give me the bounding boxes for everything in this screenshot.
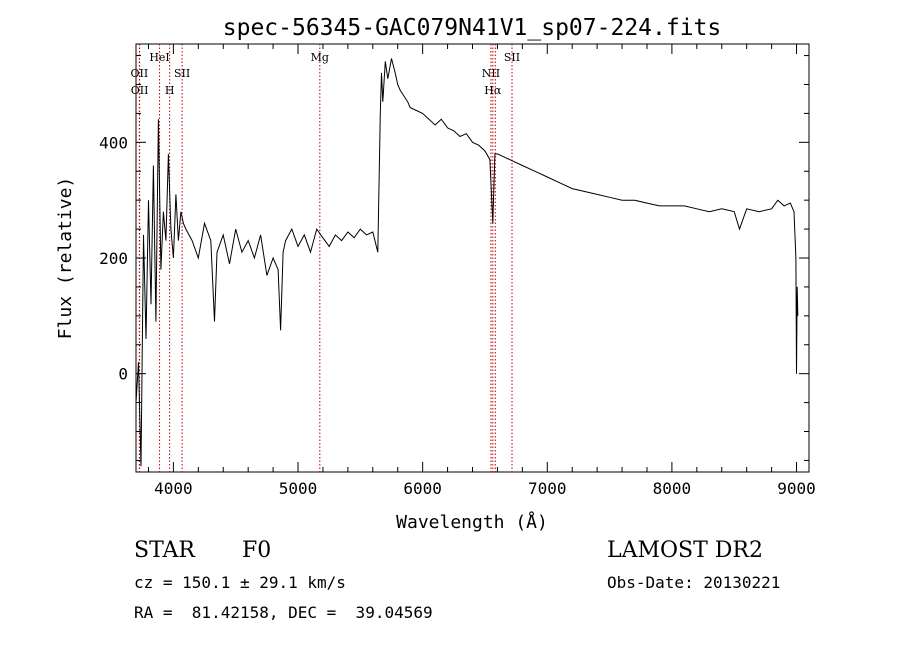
plot-frame xyxy=(135,43,810,473)
x-tick-label: 9000 xyxy=(777,479,816,498)
line-marker-label: SII xyxy=(504,51,520,64)
line-marker-label: NII xyxy=(482,67,500,80)
coordinates-text: RA = 81.42158, DEC = 39.04569 xyxy=(134,603,433,622)
survey-label: LAMOST DR2 xyxy=(607,538,763,563)
line-marker-label: Mg xyxy=(311,51,329,64)
object-class: STAR xyxy=(134,538,195,563)
x-axis-label: Wavelength (Å) xyxy=(396,511,548,533)
y-tick-label: 400 xyxy=(99,133,128,152)
line-marker-label: SII xyxy=(174,67,190,80)
x-tick-label: 5000 xyxy=(279,479,318,498)
y-axis-label: Flux (relative) xyxy=(55,177,76,340)
x-tick-label: 8000 xyxy=(653,479,692,498)
x-tick-label: 6000 xyxy=(403,479,442,498)
x-tick-label: 7000 xyxy=(528,479,567,498)
line-marker-label: Hα xyxy=(484,84,502,97)
y-tick-label: 0 xyxy=(118,365,128,384)
x-axis-ticks: 4000 5000 6000 7000 8000 9000 xyxy=(147,44,816,498)
redshift-text: cz = 150.1 ± 29.1 km/s xyxy=(134,573,346,592)
object-subclass: F0 xyxy=(242,538,272,563)
line-marker-label: HeI xyxy=(149,51,169,64)
line-marker-label: H xyxy=(165,84,175,97)
chart-title: spec-56345-GAC079N41V1_sp07-224.fits xyxy=(223,15,722,41)
line-marker-label: OII xyxy=(131,84,149,97)
spectrum-line xyxy=(135,58,799,467)
obs-date-text: Obs-Date: 20130221 xyxy=(607,573,781,592)
y-tick-label: 200 xyxy=(99,249,128,268)
y-axis-ticks: 0 200 400 xyxy=(99,55,809,461)
x-tick-label: 4000 xyxy=(154,479,193,498)
